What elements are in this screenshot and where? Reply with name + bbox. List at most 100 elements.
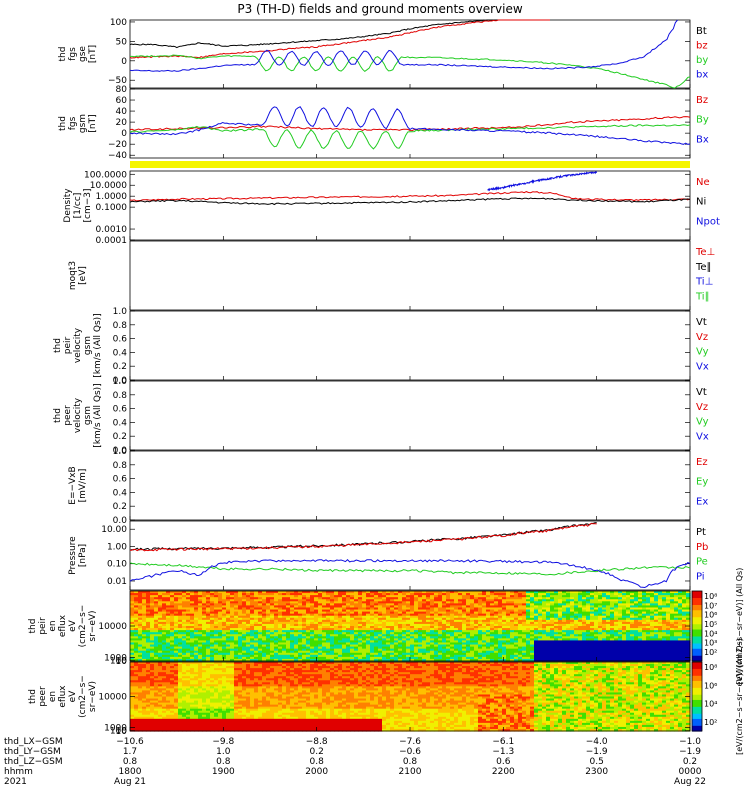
spectrogram-cell <box>666 650 671 654</box>
spectrogram-cell <box>686 611 691 615</box>
spectrogram-cell <box>490 638 495 642</box>
spectrogram-cell <box>638 626 643 629</box>
spectrogram-cell <box>150 599 155 602</box>
spectrogram-cell <box>626 593 631 596</box>
spectrogram-cell <box>306 646 311 650</box>
spectrogram-cell <box>618 605 623 609</box>
spectrogram-cell <box>226 609 231 613</box>
spectrogram-cell <box>630 599 635 602</box>
spectrogram-cell <box>302 638 307 642</box>
spectrogram-cell <box>590 630 595 633</box>
spectrogram-cell <box>570 601 575 604</box>
spectrogram-cell <box>478 638 483 642</box>
spectrogram-cell <box>526 595 531 598</box>
spectrogram-cell <box>378 642 383 646</box>
spectrogram-cell <box>414 636 419 639</box>
spectrogram-cell <box>334 646 339 650</box>
spectrogram-cell <box>402 652 407 656</box>
spectrogram-cell <box>598 638 603 642</box>
spectrogram-cell <box>278 628 283 631</box>
legend-Ti⊥: Ti⊥ <box>695 277 713 288</box>
spectrogram-cell <box>370 617 375 621</box>
spectrogram-cell <box>566 617 571 621</box>
spectrogram-cell <box>170 609 175 613</box>
spectrogram-cell <box>146 654 151 658</box>
spectrogram-cell <box>314 591 319 594</box>
spectrogram-cell <box>578 603 583 607</box>
spectrogram-cell <box>522 619 527 623</box>
spectrogram-cell <box>638 632 643 635</box>
spectrogram-cell <box>242 630 247 633</box>
spectrogram-cell <box>222 628 227 631</box>
spectrogram-cell <box>306 642 311 646</box>
spectrogram-cell <box>650 656 655 660</box>
spectrogram-cell <box>478 597 483 600</box>
spectrogram-cell <box>154 605 159 609</box>
spectrogram-cell <box>438 648 443 652</box>
spectrogram-cell <box>174 628 179 631</box>
spectrogram-cell <box>230 617 235 621</box>
spectrogram-cell <box>582 642 587 646</box>
spectrogram-cell <box>358 644 363 648</box>
spectrogram-cell <box>278 619 283 623</box>
spectrogram-cell <box>530 599 535 602</box>
spectrogram-cell <box>362 597 367 600</box>
spectrogram-cell <box>510 611 515 615</box>
spectrogram-cell <box>334 628 339 631</box>
spectrogram-cell <box>662 656 667 660</box>
spectrogram-cell <box>530 640 535 644</box>
spectrogram-cell <box>458 658 463 662</box>
spectrogram-cell <box>622 591 627 594</box>
spectrogram-cell <box>406 628 411 631</box>
spectrogram-cell <box>666 636 671 639</box>
spectrogram-cell <box>378 628 383 631</box>
spectrogram-cell <box>566 636 571 639</box>
spectrogram-cell <box>478 632 483 635</box>
spectrogram-cell <box>574 638 579 642</box>
spectrogram-cell <box>210 619 215 623</box>
spectrogram-cell <box>330 621 335 625</box>
spectrogram-cell <box>614 626 619 629</box>
spectrogram-cell <box>154 599 159 602</box>
spectrogram-cell <box>162 619 167 623</box>
spectrogram-cell <box>502 617 507 621</box>
spectrogram-cell <box>642 621 647 625</box>
spectrogram-cell <box>462 652 467 656</box>
spectrogram-cell <box>386 607 391 611</box>
spectrogram-cell <box>202 650 207 654</box>
spectrogram-cell <box>182 603 187 607</box>
spectrogram-cell <box>394 599 399 602</box>
spectrogram-cell <box>370 599 375 602</box>
spectrogram-cell <box>450 595 455 598</box>
spectrogram-cell <box>206 648 211 652</box>
spectrogram-cell <box>558 632 563 635</box>
spectrogram-cell <box>682 658 687 662</box>
spectrogram-cell <box>598 609 603 613</box>
spectrogram-cell <box>494 642 499 646</box>
spectrogram-cell <box>518 634 523 637</box>
spectrogram-cell <box>322 632 327 635</box>
spectrogram-cell <box>538 638 543 642</box>
spectrogram-cell <box>178 632 183 635</box>
spectrogram-cell <box>538 658 543 662</box>
spectrogram-cell <box>590 619 595 623</box>
spectrogram-cell <box>434 652 439 656</box>
spectrogram-cell <box>338 656 343 660</box>
spectrogram-cell <box>346 615 351 619</box>
spectrogram-cell <box>206 652 211 656</box>
spectrogram-cell <box>594 595 599 598</box>
spectrogram-cell <box>482 656 487 660</box>
spectrogram-cell <box>518 654 523 658</box>
spectrogram-cell <box>222 636 227 639</box>
spectrogram-cell <box>510 644 515 648</box>
spectrogram-cell <box>606 615 611 619</box>
spectrogram-cell <box>214 595 219 598</box>
spectrogram-cell <box>546 642 551 646</box>
spectrogram-cell <box>346 636 351 639</box>
spectrogram-cell <box>430 640 435 644</box>
spectrogram-cell <box>618 621 623 625</box>
spectrogram-cell <box>390 613 395 617</box>
spectrogram-cell <box>502 623 507 627</box>
spectrogram-cell <box>178 652 183 656</box>
spectrogram-cell <box>346 605 351 609</box>
